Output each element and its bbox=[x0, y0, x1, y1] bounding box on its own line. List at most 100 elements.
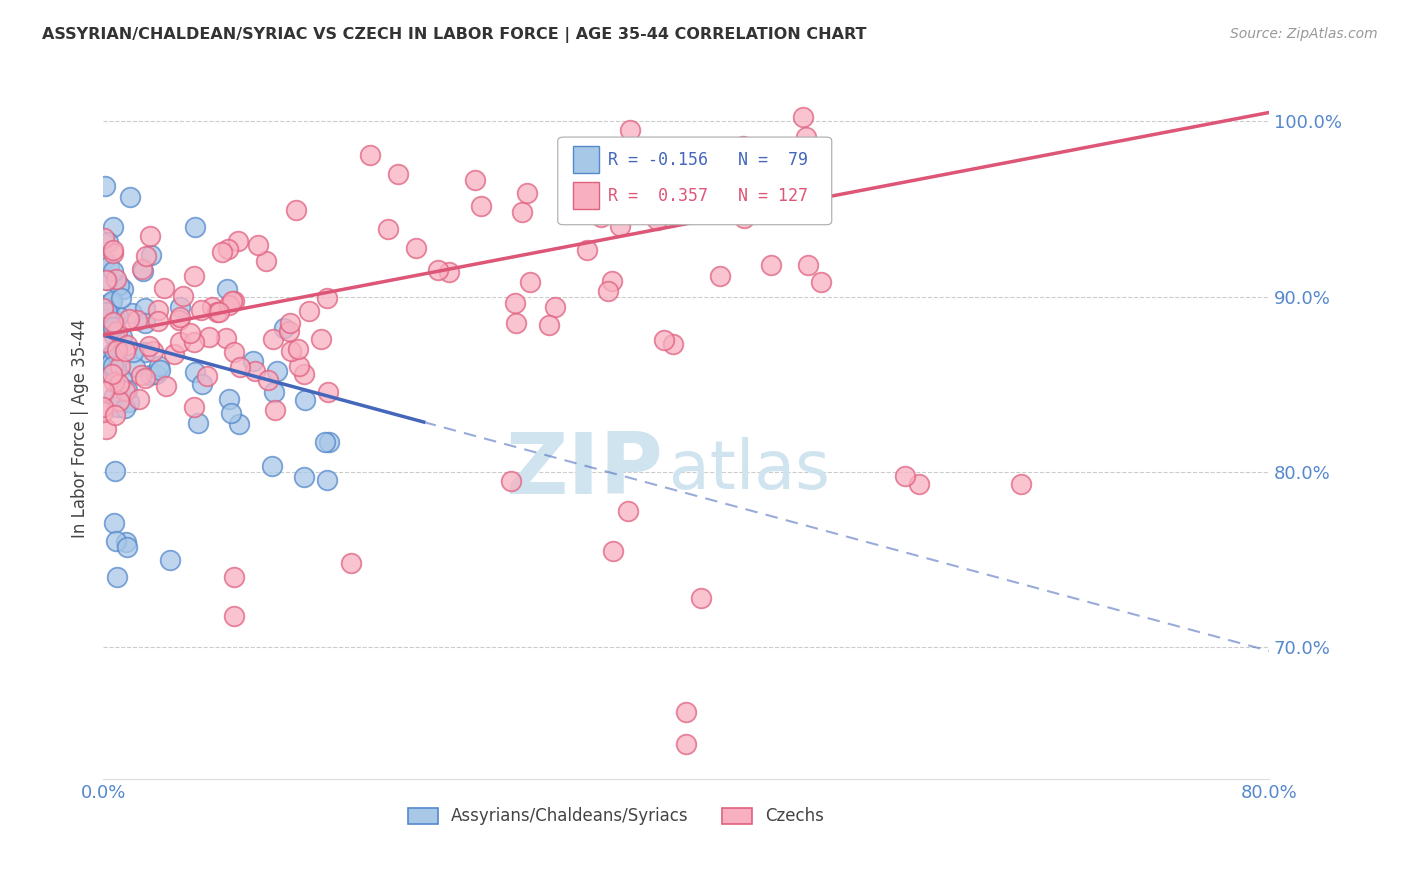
Point bbox=[103, 219, 125, 234]
Point bbox=[576, 244, 599, 258]
Point bbox=[118, 395, 141, 409]
Point bbox=[224, 294, 246, 309]
Point bbox=[100, 356, 122, 370]
Point bbox=[278, 324, 301, 338]
Point bbox=[139, 247, 162, 261]
Point bbox=[105, 400, 128, 414]
Point bbox=[105, 272, 128, 286]
Y-axis label: In Labor Force | Age 35-44: In Labor Force | Age 35-44 bbox=[72, 318, 89, 538]
Point bbox=[107, 393, 129, 408]
Point bbox=[121, 306, 143, 320]
Point bbox=[93, 179, 115, 194]
Point bbox=[661, 336, 683, 351]
Point bbox=[97, 312, 120, 326]
Point bbox=[810, 275, 832, 289]
Point bbox=[108, 277, 131, 292]
Point bbox=[797, 185, 820, 199]
Point bbox=[146, 302, 169, 317]
Point bbox=[797, 258, 820, 272]
Point bbox=[619, 123, 641, 137]
Point bbox=[273, 321, 295, 335]
Point bbox=[387, 167, 409, 181]
Point bbox=[94, 273, 117, 287]
Text: Source: ZipAtlas.com: Source: ZipAtlas.com bbox=[1230, 27, 1378, 41]
Point bbox=[163, 347, 186, 361]
Point bbox=[315, 291, 337, 305]
Point bbox=[187, 416, 209, 430]
Text: R =  0.357   N = 127: R = 0.357 N = 127 bbox=[607, 186, 808, 205]
Point bbox=[609, 219, 631, 233]
Point bbox=[260, 458, 283, 473]
Point bbox=[405, 241, 427, 255]
Point bbox=[155, 378, 177, 392]
Point bbox=[98, 260, 121, 274]
Point bbox=[111, 330, 134, 344]
Point bbox=[247, 238, 270, 252]
Point bbox=[340, 556, 363, 570]
Point bbox=[101, 246, 124, 260]
Point bbox=[298, 304, 321, 318]
Point bbox=[731, 138, 754, 153]
Point bbox=[100, 349, 122, 363]
Point bbox=[93, 318, 115, 333]
Point bbox=[103, 375, 125, 389]
Point bbox=[439, 265, 461, 279]
Point bbox=[759, 259, 782, 273]
Point bbox=[100, 296, 122, 310]
Point bbox=[104, 408, 127, 422]
Point bbox=[257, 374, 280, 388]
Point bbox=[318, 435, 340, 450]
Point bbox=[127, 313, 149, 327]
Legend: Assyrians/Chaldeans/Syriacs, Czechs: Assyrians/Chaldeans/Syriacs, Czechs bbox=[399, 799, 832, 834]
Point bbox=[115, 338, 138, 352]
Point bbox=[104, 313, 127, 327]
Point bbox=[516, 186, 538, 200]
Text: ASSYRIAN/CHALDEAN/SYRIAC VS CZECH IN LABOR FORCE | AGE 35-44 CORRELATION CHART: ASSYRIAN/CHALDEAN/SYRIAC VS CZECH IN LAB… bbox=[42, 27, 866, 43]
Point bbox=[589, 210, 612, 224]
Point bbox=[103, 243, 125, 257]
Point bbox=[107, 309, 129, 323]
Point bbox=[603, 147, 626, 161]
Point bbox=[266, 363, 288, 377]
Point bbox=[501, 474, 523, 488]
Point bbox=[221, 293, 243, 308]
Point bbox=[107, 343, 129, 357]
Point bbox=[205, 304, 228, 318]
Point bbox=[103, 329, 125, 343]
Point bbox=[470, 199, 492, 213]
Point bbox=[309, 332, 332, 346]
Point bbox=[464, 173, 486, 187]
Point bbox=[537, 318, 560, 333]
Point bbox=[245, 364, 267, 378]
Point bbox=[262, 332, 284, 346]
Point bbox=[111, 371, 134, 385]
Point bbox=[94, 335, 117, 350]
Point bbox=[103, 344, 125, 359]
FancyBboxPatch shape bbox=[574, 146, 599, 173]
Point bbox=[221, 406, 243, 420]
Point bbox=[733, 211, 755, 225]
Point bbox=[94, 301, 117, 315]
Point bbox=[908, 477, 931, 491]
Point bbox=[96, 272, 118, 286]
Point bbox=[280, 344, 302, 359]
Point bbox=[118, 190, 141, 204]
Point bbox=[101, 293, 124, 308]
Point bbox=[217, 242, 239, 256]
Point bbox=[93, 404, 115, 418]
Point bbox=[242, 354, 264, 368]
Point bbox=[183, 334, 205, 349]
Point bbox=[600, 274, 623, 288]
Point bbox=[616, 503, 638, 517]
Point bbox=[104, 464, 127, 478]
Point bbox=[105, 534, 128, 549]
Point bbox=[287, 359, 309, 374]
Point bbox=[179, 326, 201, 341]
Text: ZIP: ZIP bbox=[505, 429, 662, 512]
Point bbox=[93, 253, 115, 268]
Point bbox=[218, 392, 240, 407]
Point bbox=[263, 384, 285, 399]
Point bbox=[93, 384, 115, 398]
Point bbox=[128, 392, 150, 406]
Point bbox=[314, 435, 336, 450]
